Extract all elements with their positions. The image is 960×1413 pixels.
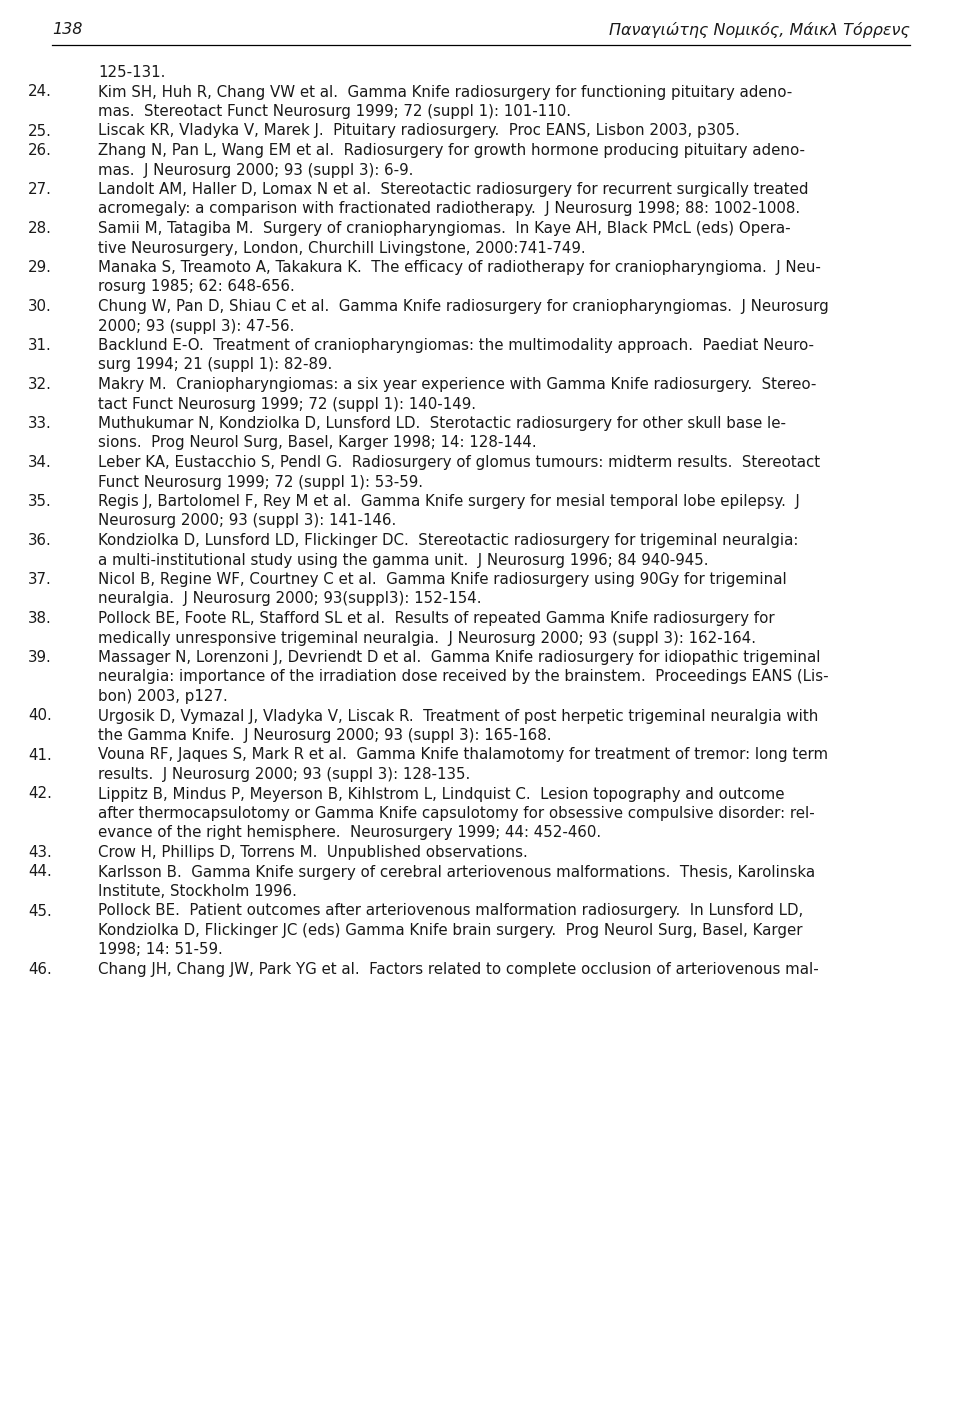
Text: results.  J Neurosurg 2000; 93 (suppl 3): 128-135.: results. J Neurosurg 2000; 93 (suppl 3):… <box>98 767 470 781</box>
Text: Backlund E-O.  Treatment of craniopharyngiomas: the multimodality approach.  Pae: Backlund E-O. Treatment of craniopharyng… <box>98 338 814 353</box>
Text: 125-131.: 125-131. <box>98 65 165 81</box>
Text: tact Funct Neurosurg 1999; 72 (suppl 1): 140-149.: tact Funct Neurosurg 1999; 72 (suppl 1):… <box>98 397 476 411</box>
Text: 43.: 43. <box>28 845 52 861</box>
Text: 24.: 24. <box>28 85 52 99</box>
Text: Urgosik D, Vymazal J, Vladyka V, Liscak R.  Treatment of post herpetic trigemina: Urgosik D, Vymazal J, Vladyka V, Liscak … <box>98 708 818 723</box>
Text: Landolt AM, Haller D, Lomax N et al.  Stereotactic radiosurgery for recurrent su: Landolt AM, Haller D, Lomax N et al. Ste… <box>98 182 808 196</box>
Text: Kondziolka D, Lunsford LD, Flickinger DC.  Stereotactic radiosurgery for trigemi: Kondziolka D, Lunsford LD, Flickinger DC… <box>98 533 799 548</box>
Text: rosurg 1985; 62: 648-656.: rosurg 1985; 62: 648-656. <box>98 280 295 294</box>
Text: mas.  J Neurosurg 2000; 93 (suppl 3): 6-9.: mas. J Neurosurg 2000; 93 (suppl 3): 6-9… <box>98 162 414 178</box>
Text: 39.: 39. <box>28 650 52 666</box>
Text: Kim SH, Huh R, Chang VW et al.  Gamma Knife radiosurgery for functioning pituita: Kim SH, Huh R, Chang VW et al. Gamma Kni… <box>98 85 792 99</box>
Text: 34.: 34. <box>28 455 52 471</box>
Text: sions.  Prog Neurol Surg, Basel, Karger 1998; 14: 128-144.: sions. Prog Neurol Surg, Basel, Karger 1… <box>98 435 537 451</box>
Text: Pollock BE, Foote RL, Stafford SL et al.  Results of repeated Gamma Knife radios: Pollock BE, Foote RL, Stafford SL et al.… <box>98 610 775 626</box>
Text: 44.: 44. <box>28 865 52 879</box>
Text: neuralgia: importance of the irradiation dose received by the brainstem.  Procee: neuralgia: importance of the irradiation… <box>98 670 828 684</box>
Text: 27.: 27. <box>28 182 52 196</box>
Text: 41.: 41. <box>28 747 52 763</box>
Text: 45.: 45. <box>28 903 52 918</box>
Text: Pollock BE.  Patient outcomes after arteriovenous malformation radiosurgery.  In: Pollock BE. Patient outcomes after arter… <box>98 903 804 918</box>
Text: Zhang N, Pan L, Wang EM et al.  Radiosurgery for growth hormone producing pituit: Zhang N, Pan L, Wang EM et al. Radiosurg… <box>98 143 805 158</box>
Text: 25.: 25. <box>28 123 52 138</box>
Text: Leber KA, Eustacchio S, Pendl G.  Radiosurgery of glomus tumours: midterm result: Leber KA, Eustacchio S, Pendl G. Radiosu… <box>98 455 820 471</box>
Text: Makry M.  Craniopharyngiomas: a six year experience with Gamma Knife radiosurger: Makry M. Craniopharyngiomas: a six year … <box>98 377 816 391</box>
Text: 30.: 30. <box>28 300 52 314</box>
Text: 2000; 93 (suppl 3): 47-56.: 2000; 93 (suppl 3): 47-56. <box>98 318 295 333</box>
Text: 40.: 40. <box>28 708 52 723</box>
Text: Lippitz B, Mindus P, Meyerson B, Kihlstrom L, Lindquist C.  Lesion topography an: Lippitz B, Mindus P, Meyerson B, Kihlstr… <box>98 787 784 801</box>
Text: 46.: 46. <box>28 962 52 976</box>
Text: tive Neurosurgery, London, Churchill Livingstone, 2000:741-749.: tive Neurosurgery, London, Churchill Liv… <box>98 240 586 256</box>
Text: the Gamma Knife.  J Neurosurg 2000; 93 (suppl 3): 165-168.: the Gamma Knife. J Neurosurg 2000; 93 (s… <box>98 728 551 743</box>
Text: 36.: 36. <box>28 533 52 548</box>
Text: 28.: 28. <box>28 220 52 236</box>
Text: 42.: 42. <box>28 787 52 801</box>
Text: 26.: 26. <box>28 143 52 158</box>
Text: 35.: 35. <box>28 495 52 509</box>
Text: after thermocapsulotomy or Gamma Knife capsulotomy for obsessive compulsive diso: after thermocapsulotomy or Gamma Knife c… <box>98 805 815 821</box>
Text: 38.: 38. <box>28 610 52 626</box>
Text: Παναγιώτης Νομικός, Μάικλ Τόρρενς: Παναγιώτης Νομικός, Μάικλ Τόρρενς <box>610 23 910 38</box>
Text: a multi-institutional study using the gamma unit.  J Neurosurg 1996; 84 940-945.: a multi-institutional study using the ga… <box>98 552 708 568</box>
Text: Karlsson B.  Gamma Knife surgery of cerebral arteriovenous malformations.  Thesi: Karlsson B. Gamma Knife surgery of cereb… <box>98 865 815 879</box>
Text: medically unresponsive trigeminal neuralgia.  J Neurosurg 2000; 93 (suppl 3): 16: medically unresponsive trigeminal neural… <box>98 630 756 646</box>
Text: Neurosurg 2000; 93 (suppl 3): 141-146.: Neurosurg 2000; 93 (suppl 3): 141-146. <box>98 513 396 528</box>
Text: Samii M, Tatagiba M.  Surgery of craniopharyngiomas.  In Kaye AH, Black PMcL (ed: Samii M, Tatagiba M. Surgery of cranioph… <box>98 220 791 236</box>
Text: 32.: 32. <box>28 377 52 391</box>
Text: Institute, Stockholm 1996.: Institute, Stockholm 1996. <box>98 885 297 899</box>
Text: 37.: 37. <box>28 572 52 586</box>
Text: 138: 138 <box>52 23 83 37</box>
Text: Muthukumar N, Kondziolka D, Lunsford LD.  Sterotactic radiosurgery for other sku: Muthukumar N, Kondziolka D, Lunsford LD.… <box>98 415 786 431</box>
Text: mas.  Stereotact Funct Neurosurg 1999; 72 (suppl 1): 101-110.: mas. Stereotact Funct Neurosurg 1999; 72… <box>98 105 571 119</box>
Text: Regis J, Bartolomel F, Rey M et al.  Gamma Knife surgery for mesial temporal lob: Regis J, Bartolomel F, Rey M et al. Gamm… <box>98 495 800 509</box>
Text: Kondziolka D, Flickinger JC (eds) Gamma Knife brain surgery.  Prog Neurol Surg, : Kondziolka D, Flickinger JC (eds) Gamma … <box>98 923 803 938</box>
Text: Funct Neurosurg 1999; 72 (suppl 1): 53-59.: Funct Neurosurg 1999; 72 (suppl 1): 53-5… <box>98 475 423 489</box>
Text: surg 1994; 21 (suppl 1): 82-89.: surg 1994; 21 (suppl 1): 82-89. <box>98 357 332 373</box>
Text: Chang JH, Chang JW, Park YG et al.  Factors related to complete occlusion of art: Chang JH, Chang JW, Park YG et al. Facto… <box>98 962 819 976</box>
Text: Liscak KR, Vladyka V, Marek J.  Pituitary radiosurgery.  Proc EANS, Lisbon 2003,: Liscak KR, Vladyka V, Marek J. Pituitary… <box>98 123 740 138</box>
Text: 31.: 31. <box>28 338 52 353</box>
Text: Crow H, Phillips D, Torrens M.  Unpublished observations.: Crow H, Phillips D, Torrens M. Unpublish… <box>98 845 528 861</box>
Text: 33.: 33. <box>28 415 52 431</box>
Text: Manaka S, Treamoto A, Takakura K.  The efficacy of radiotherapy for craniopharyn: Manaka S, Treamoto A, Takakura K. The ef… <box>98 260 821 276</box>
Text: acromegaly: a comparison with fractionated radiotherapy.  J Neurosurg 1998; 88: : acromegaly: a comparison with fractionat… <box>98 202 800 216</box>
Text: Vouna RF, Jaques S, Mark R et al.  Gamma Knife thalamotomy for treatment of trem: Vouna RF, Jaques S, Mark R et al. Gamma … <box>98 747 828 763</box>
Text: 1998; 14: 51-59.: 1998; 14: 51-59. <box>98 942 223 958</box>
Text: neuralgia.  J Neurosurg 2000; 93(suppl3): 152-154.: neuralgia. J Neurosurg 2000; 93(suppl3):… <box>98 592 482 606</box>
Text: Nicol B, Regine WF, Courtney C et al.  Gamma Knife radiosurgery using 90Gy for t: Nicol B, Regine WF, Courtney C et al. Ga… <box>98 572 787 586</box>
Text: bon) 2003, p127.: bon) 2003, p127. <box>98 690 228 704</box>
Text: evance of the right hemisphere.  Neurosurgery 1999; 44: 452-460.: evance of the right hemisphere. Neurosur… <box>98 825 601 841</box>
Text: Massager N, Lorenzoni J, Devriendt D et al.  Gamma Knife radiosurgery for idiopa: Massager N, Lorenzoni J, Devriendt D et … <box>98 650 821 666</box>
Text: 29.: 29. <box>28 260 52 276</box>
Text: Chung W, Pan D, Shiau C et al.  Gamma Knife radiosurgery for craniopharyngiomas.: Chung W, Pan D, Shiau C et al. Gamma Kni… <box>98 300 828 314</box>
